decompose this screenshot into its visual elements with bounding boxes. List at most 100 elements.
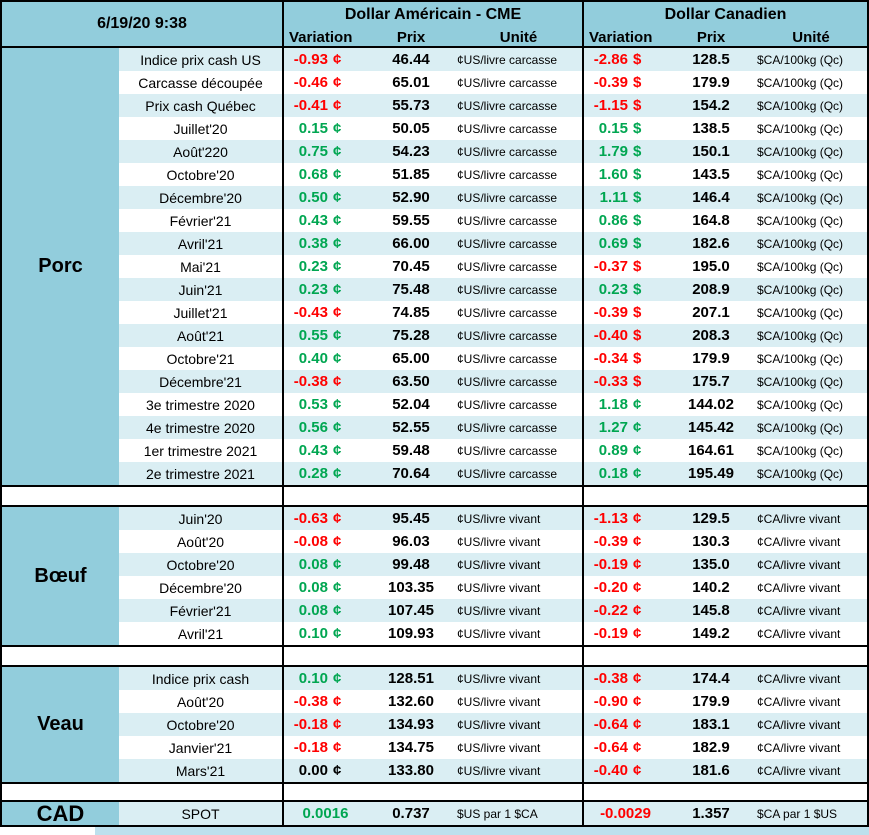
us-variation-value: 0.23 xyxy=(298,258,328,275)
ca-variation: -1.15 $ xyxy=(582,94,667,117)
row-label: Juillet'21 xyxy=(173,304,228,321)
us-variation: 0.50 ¢ xyxy=(282,186,367,209)
us-prix: 134.75 xyxy=(388,739,434,756)
ca-prix: 143.5 xyxy=(692,166,730,183)
us-prix: 50.05 xyxy=(392,120,430,137)
us-variation: -0.08 ¢ xyxy=(282,530,367,553)
us-unit: ¢US/livre carcasse xyxy=(455,462,582,485)
ca-variation-symbol: $ xyxy=(633,304,642,321)
row-label: Prix cash Québec xyxy=(119,94,282,117)
gap-cell xyxy=(282,647,367,665)
ca-variation-value: 1.79 xyxy=(598,143,628,160)
ca-variation: 0.86 $ xyxy=(582,209,667,232)
us-unit: ¢US/livre carcasse xyxy=(455,140,582,163)
ca-variation: -0.0029 xyxy=(582,802,667,825)
us-variation-symbol: ¢ xyxy=(333,693,342,710)
us-prix: 132.60 xyxy=(388,693,434,710)
us-variation: 0.55 ¢ xyxy=(282,324,367,347)
ca-prix: 150.1 xyxy=(667,140,755,163)
ca-variation-value: -0.20 xyxy=(593,579,628,596)
gap-cell xyxy=(667,784,755,800)
row-label: Octobre'20 xyxy=(119,553,282,576)
us-variation-value: 0.0016 xyxy=(302,805,349,822)
ca-variation-value: 0.18 xyxy=(598,465,628,482)
us-variation-symbol: ¢ xyxy=(333,166,342,183)
us-variation-value: 0.08 xyxy=(298,556,328,573)
us-unit: ¢US/livre carcasse xyxy=(457,443,558,458)
ca-variation-value: -1.15 xyxy=(593,97,628,114)
ca-variation-symbol: ¢ xyxy=(633,762,642,779)
row-label: Octobre'21 xyxy=(166,350,235,367)
us-variation: 0.23 ¢ xyxy=(282,278,367,301)
ca-variation-symbol: ¢ xyxy=(633,693,642,710)
ca-variation-symbol: $ xyxy=(633,143,642,160)
table-header: 6/19/20 9:38 Dollar Américain - CME Doll… xyxy=(2,2,867,48)
ca-prix: 130.3 xyxy=(692,533,730,550)
us-unit: ¢US/livre carcasse xyxy=(457,397,558,412)
ca-variation: -0.38 ¢ xyxy=(582,667,667,690)
ca-variation-symbol: $ xyxy=(633,74,642,91)
ca-unit: $CA/100kg (Qc) xyxy=(757,167,844,182)
ca-unit: $CA/100kg (Qc) xyxy=(757,213,844,228)
ca-unit: $CA/100kg (Qc) xyxy=(755,324,867,347)
us-prix: 52.04 xyxy=(392,396,430,413)
ca-prix: 174.4 xyxy=(667,667,755,690)
ca-variation: -0.39 $ xyxy=(582,301,667,324)
ca-variation: -0.40 ¢ xyxy=(582,759,667,782)
us-variation: 0.00 ¢ xyxy=(282,759,367,782)
us-prix: 55.73 xyxy=(367,94,455,117)
ca-variation-value: 1.27 xyxy=(598,419,628,436)
us-prix: 54.23 xyxy=(367,140,455,163)
us-variation-symbol: ¢ xyxy=(333,670,342,687)
gap-cell xyxy=(2,784,282,800)
section-gap xyxy=(2,782,867,802)
us-variation: 0.68 ¢ xyxy=(282,163,367,186)
us-prix: 51.85 xyxy=(392,166,430,183)
ca-variation-symbol: ¢ xyxy=(633,602,642,619)
ca-variation: -0.40 $ xyxy=(582,324,667,347)
row-label: Avril'21 xyxy=(177,625,224,642)
row-label: Août'20 xyxy=(176,693,225,710)
us-variation-value: 0.50 xyxy=(298,189,328,206)
ca-variation-value: 1.60 xyxy=(598,166,628,183)
row-label: Août'20 xyxy=(176,533,225,550)
us-prix: 46.44 xyxy=(367,48,455,71)
row-label: Octobre'20 xyxy=(119,713,282,736)
us-unit: ¢US/livre carcasse xyxy=(455,278,582,301)
ca-variation-symbol: ¢ xyxy=(633,625,642,642)
us-variation: -0.18 ¢ xyxy=(282,736,367,759)
ca-variation-value: 1.18 xyxy=(598,396,628,413)
ca-variation-symbol: $ xyxy=(633,327,642,344)
ca-variation: 0.18 ¢ xyxy=(582,462,667,485)
us-variation-symbol: ¢ xyxy=(333,396,342,413)
us-variation-value: -0.18 xyxy=(293,739,328,756)
us-unit: ¢US/livre carcasse xyxy=(455,232,582,255)
ca-unit: ¢CA/livre vivant xyxy=(755,553,867,576)
ca-variation-value: -0.39 xyxy=(593,533,628,550)
ca-variation-value: -0.34 xyxy=(593,350,628,367)
report-timestamp: 6/19/20 9:38 xyxy=(97,15,187,32)
ca-variation: 1.27 ¢ xyxy=(582,416,667,439)
us-dollar-group-header: Dollar Américain - CME xyxy=(282,2,582,28)
us-unit: ¢US/livre carcasse xyxy=(455,94,582,117)
us-prix: 0.737 xyxy=(367,802,455,825)
us-variation: 0.08 ¢ xyxy=(282,599,367,622)
ca-variation: 0.89 ¢ xyxy=(582,439,667,462)
us-unit: ¢US/livre carcasse xyxy=(457,75,558,90)
ca-prix: 164.61 xyxy=(688,442,734,459)
us-prix: 70.64 xyxy=(367,462,455,485)
us-variation-symbol: ¢ xyxy=(333,465,342,482)
ca-variation-value: -0.33 xyxy=(593,373,628,390)
ca-prix: 140.2 xyxy=(692,579,730,596)
ca-variation-symbol: ¢ xyxy=(633,739,642,756)
ca-prix: 179.9 xyxy=(692,74,730,91)
us-variation: 0.38 ¢ xyxy=(282,232,367,255)
us-variation-value: 0.75 xyxy=(298,143,328,160)
us-unit: ¢US/livre vivant xyxy=(455,553,582,576)
ca-variation-symbol: $ xyxy=(633,281,642,298)
us-variation-symbol: ¢ xyxy=(333,533,342,550)
us-variation-value: 0.68 xyxy=(298,166,328,183)
us-prix: 65.01 xyxy=(392,74,430,91)
us-variation-value: -0.43 xyxy=(293,304,328,321)
us-unite-header: Unité xyxy=(499,28,538,46)
